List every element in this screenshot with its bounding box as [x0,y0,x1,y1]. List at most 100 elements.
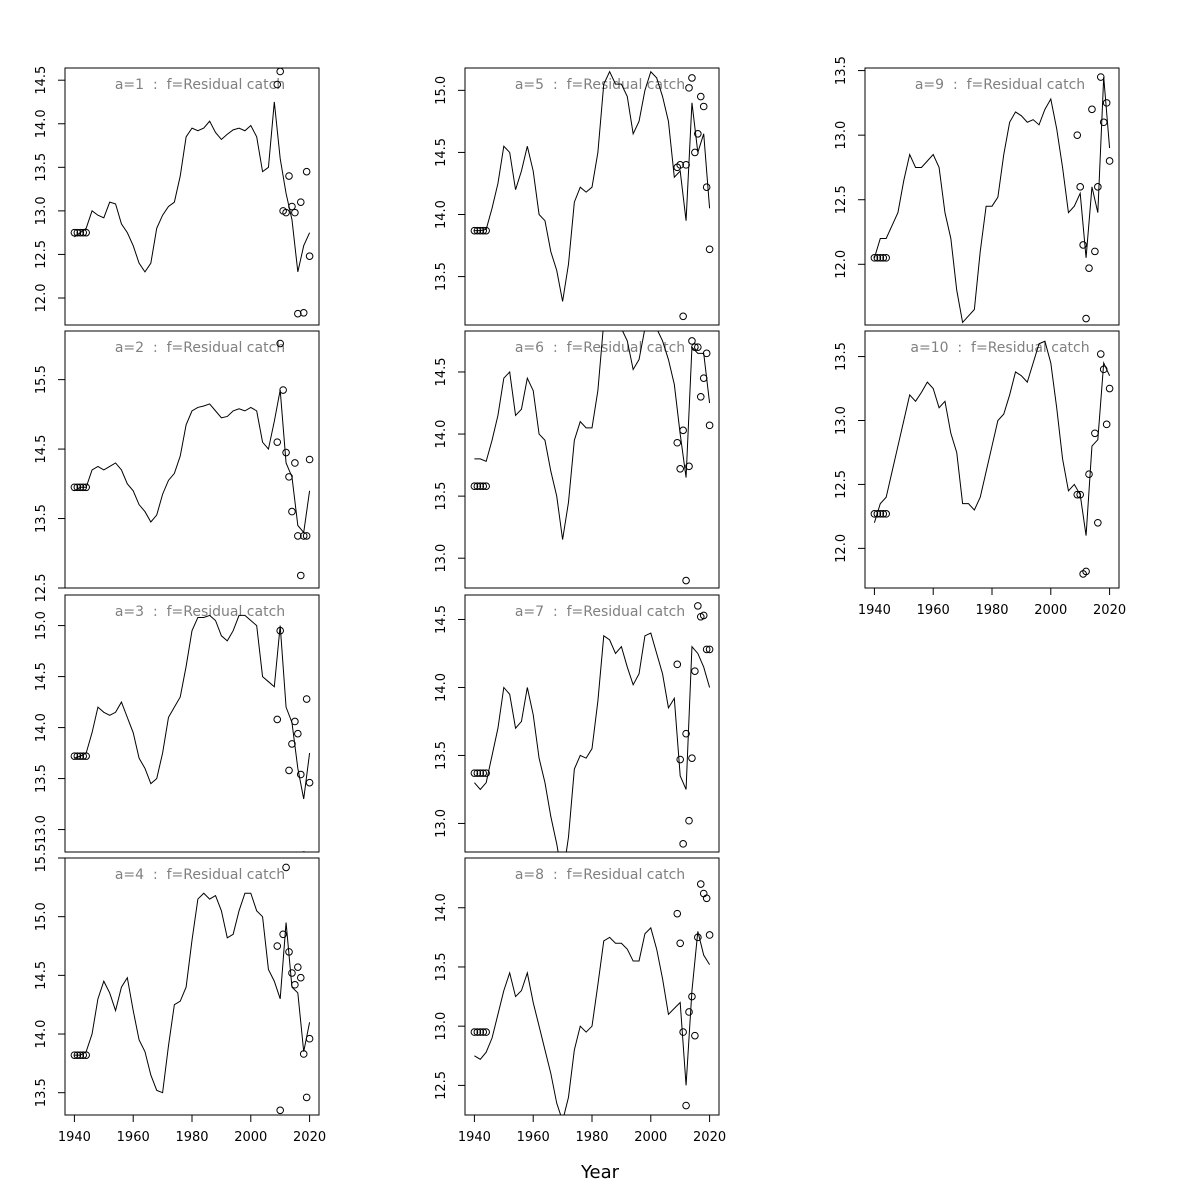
panel-frame [64,67,320,326]
plot-area [470,602,714,852]
y-tick-label: 14.5 [34,435,49,464]
series-line [74,892,311,1094]
panel: a=2 : f=Residual catch 12.5 13.5 14.5 15.5 [34,330,320,602]
data-point [299,1050,308,1058]
data-point [276,339,284,348]
y-tick-label: 13.5 [434,952,449,981]
data-point [476,226,485,235]
data-point [76,228,85,237]
data-point [273,942,282,950]
data-point [305,252,314,260]
data-point [479,769,488,777]
data-point [673,909,682,918]
data-point [691,1031,699,1040]
data-point [694,130,702,138]
plot-area [870,73,1114,324]
plot-area [470,331,714,585]
panel-frame [64,594,320,853]
y-tick-label: 15.5 [34,844,49,873]
plot-area [70,339,314,580]
data-point [679,1028,687,1036]
y-tick-label: 14.0 [34,109,49,138]
data-point [705,245,714,254]
y-tick-label: 12.5 [834,470,849,499]
data-point [279,930,287,939]
data-point [73,1051,82,1059]
data-point [273,438,282,446]
data-point [676,755,684,764]
data-point [470,482,479,490]
panel-title: a=1 : f=Residual catch [115,77,285,93]
y-tick-label: 15.0 [434,76,449,105]
data-point [294,729,302,738]
panel-title: a=9 : f=Residual catch [915,77,1085,93]
y-tick-label: 13.0 [434,809,449,838]
data-point [302,167,311,176]
data-point [282,208,290,217]
data-point [479,1028,488,1036]
data-point [276,626,284,635]
y-tick-label: 12.5 [434,1071,449,1100]
y-tick-label: 14.5 [434,138,449,167]
data-point [1094,183,1102,191]
panel-frame [864,330,1120,589]
data-point [294,963,302,971]
data-point [1073,490,1082,499]
data-point [1105,157,1114,165]
data-point [291,459,299,467]
panel: a=5 : f=Residual catch 13.5 14.0 14.5 15.0 [434,67,720,326]
series-line [74,614,311,800]
data-point [685,816,693,825]
data-point [702,645,711,654]
data-point [1091,247,1099,256]
data-point [285,172,293,180]
data-point [876,254,885,262]
panel-title: a=10 : f=Residual catch [910,340,1089,356]
data-point [673,660,682,669]
y-tick-label: 14.0 [434,420,449,449]
data-point [1085,264,1093,272]
data-point [694,602,702,610]
data-point [688,74,696,82]
data-point [288,969,296,977]
data-point [1105,384,1114,393]
data-point [696,880,705,888]
data-point [76,752,85,760]
data-point [82,752,90,760]
x-tick-label: 2000 [1034,603,1067,618]
data-point [1076,183,1084,191]
x-tick-label: 1980 [575,1130,608,1145]
data-point [76,1051,85,1059]
data-point [302,1093,311,1102]
y-tick-label: 14.5 [434,357,449,386]
data-point [705,421,714,430]
data-point [482,226,490,235]
data-point [479,226,488,235]
y-tick-label: 12.5 [34,240,49,269]
y-tick-label: 14.0 [434,893,449,922]
data-point [482,482,490,490]
panel: a=3 : f=Residual catch 13.0 13.5 14.0 14.5 15… [34,594,320,853]
y-tick-label: 13.0 [34,815,49,844]
panel-title: a=7 : f=Residual catch [515,604,685,620]
data-point [305,778,314,787]
data-point [291,208,299,217]
panel-title: a=8 : f=Residual catch [515,867,685,883]
data-point [685,1008,693,1016]
data-point [282,863,290,872]
y-tick-label: 14.0 [434,200,449,229]
data-point [79,228,88,237]
x-tick-label: 1940 [858,603,891,618]
data-point [473,226,482,235]
x-tick-label: 2000 [634,1130,667,1145]
data-point [1082,567,1090,576]
data-point [282,448,290,457]
x-tick-label: 2000 [234,1130,267,1145]
data-point [876,510,885,518]
series-line [873,76,1111,324]
data-point [702,894,711,903]
data-point [676,939,684,948]
plot-area [470,70,714,321]
y-tick-label: 12.0 [834,534,849,563]
data-point [1085,470,1093,479]
